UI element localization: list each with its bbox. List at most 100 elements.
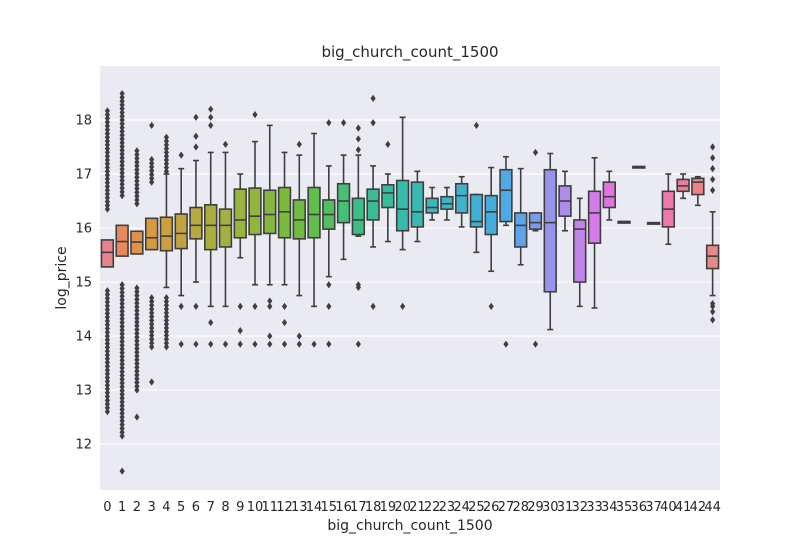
outlier-point [119, 176, 125, 185]
outlier-point [267, 340, 273, 348]
outlier-point [134, 173, 140, 181]
outlier-point [134, 192, 140, 200]
outlier-point [104, 126, 110, 134]
outlier-point [385, 140, 391, 148]
outlier-point [119, 307, 125, 315]
outlier-point [119, 467, 125, 475]
outlier-point [104, 122, 110, 130]
outlier-point [163, 297, 170, 306]
outlier-point [119, 387, 125, 395]
y-tick-labels: 12 13 14 15 16 17 18 [75, 114, 92, 453]
outlier-point [104, 317, 110, 325]
outlier-point [104, 362, 110, 370]
box [425, 197, 439, 214]
outlier-point [119, 127, 125, 135]
outlier-point [119, 105, 125, 113]
outlier-point [252, 111, 258, 119]
outlier-point [119, 139, 125, 147]
box [263, 189, 277, 235]
outlier-point [119, 93, 125, 101]
outlier-point [163, 339, 170, 347]
outlier-point [104, 137, 110, 145]
outlier-point [104, 287, 110, 295]
outlier-point [134, 375, 140, 383]
outlier-point [104, 182, 110, 191]
outlier-point [355, 124, 361, 132]
box [174, 213, 188, 250]
outlier-point [134, 348, 140, 356]
x-tick-label: 15 [321, 500, 338, 515]
gridlines [100, 119, 720, 445]
x-tick-label: 32 [571, 500, 588, 515]
outlier-point [119, 89, 125, 98]
outlier-point [119, 398, 125, 406]
outlier-point [134, 352, 140, 360]
outlier-point [149, 328, 155, 336]
outlier-point [119, 303, 125, 312]
outlier-point [149, 163, 155, 171]
outlier-point [119, 150, 125, 158]
outlier-point [119, 173, 125, 181]
outlier-point [134, 196, 140, 204]
outlier-point [134, 382, 140, 390]
x-tick-label: 14 [306, 500, 323, 515]
outlier-point [163, 160, 170, 168]
outlier-point [400, 302, 406, 310]
outlier-point [710, 154, 716, 162]
outlier-point [119, 394, 125, 402]
outlier-point [134, 288, 140, 296]
outlier-point [355, 340, 361, 348]
x-tick-label: 33 [586, 500, 603, 515]
outlier-point [104, 377, 110, 386]
outlier-point [119, 192, 125, 200]
outlier-point [119, 188, 125, 196]
outlier-point [104, 332, 110, 340]
outlier-point [208, 340, 214, 348]
outlier-point [104, 118, 110, 126]
outlier-point [355, 135, 361, 143]
box [454, 182, 469, 214]
box [705, 244, 720, 270]
outlier-point [119, 330, 125, 338]
outlier-point [104, 194, 110, 202]
outlier-point [119, 318, 125, 327]
outlier-point [237, 327, 243, 335]
outlier-point [326, 340, 332, 348]
outlier-point [134, 314, 140, 322]
outlier-point [208, 113, 214, 121]
outlier-point [163, 167, 170, 175]
x-tick-label: 28 [512, 500, 529, 515]
outlier-point [193, 302, 199, 310]
box [528, 212, 543, 230]
box [381, 184, 395, 209]
outlier-point [104, 305, 110, 314]
outlier-point [119, 337, 125, 346]
y-axis-label: log_price [54, 246, 70, 309]
outlier-point [119, 424, 125, 433]
outlier-point [149, 121, 155, 130]
outlier-point [134, 344, 140, 353]
outlier-point [119, 161, 125, 169]
outlier-point [119, 180, 125, 188]
outlier-point [252, 302, 258, 310]
outlier-point [134, 356, 140, 364]
outlier-point [134, 325, 140, 334]
outlier-point [104, 290, 110, 299]
outlier-point [178, 340, 184, 348]
outlier-point [134, 150, 140, 159]
outlier-point [163, 316, 170, 324]
outlier-point [193, 340, 199, 348]
outlier-point [119, 101, 125, 109]
outlier-point [119, 108, 125, 117]
x-axis-label: big_church_count_1500 [327, 518, 492, 534]
x-tick-label: 37 [645, 500, 662, 515]
outlier-point [119, 184, 125, 192]
outlier-point [163, 313, 170, 321]
outlier-point [149, 343, 155, 351]
outlier-point [119, 417, 125, 425]
outlier-point [119, 165, 125, 173]
outlier-point [119, 135, 125, 143]
outlier-point [296, 340, 302, 348]
outlier-point [134, 158, 140, 166]
outlier-point [208, 105, 214, 113]
